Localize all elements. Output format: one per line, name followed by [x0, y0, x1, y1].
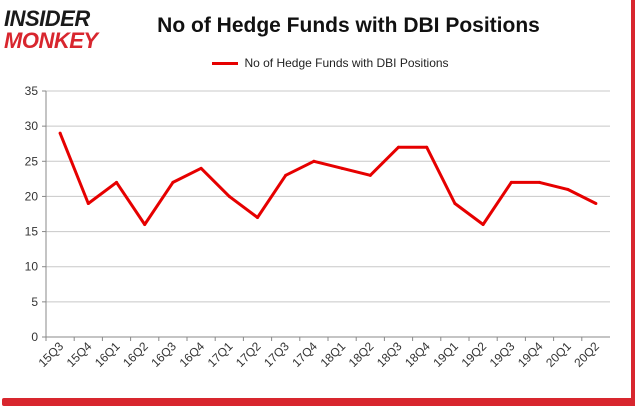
- y-tick-label: 10: [25, 260, 39, 274]
- data-point: [171, 180, 175, 184]
- x-tick-label: 18Q2: [346, 339, 377, 370]
- y-tick-label: 20: [25, 189, 39, 203]
- x-tick-label: 19Q2: [459, 339, 490, 370]
- x-tick-label: 16Q1: [92, 339, 123, 370]
- data-point: [115, 180, 118, 184]
- logo-line-2: MONKEY: [4, 28, 98, 53]
- y-tick-label: 5: [31, 295, 38, 309]
- x-tick-label: 16Q3: [148, 339, 179, 370]
- y-tick-label: 30: [25, 119, 39, 133]
- x-tick-label: 17Q3: [261, 339, 292, 370]
- frame-bottom-border: [2, 398, 635, 406]
- insider-monkey-logo: INSIDER MONKEY: [4, 6, 116, 53]
- x-tick-label: 16Q2: [120, 339, 151, 370]
- data-point: [397, 145, 400, 149]
- y-tick-label: 0: [31, 330, 38, 344]
- data-point: [453, 201, 457, 205]
- x-tick-label: 15Q3: [36, 339, 67, 370]
- logo-line-1: INSIDER: [4, 6, 90, 31]
- data-point: [509, 180, 513, 184]
- data-point: [86, 201, 90, 205]
- data-point: [284, 173, 288, 177]
- x-tick-label: 20Q1: [543, 339, 574, 370]
- x-tick-label: 20Q2: [571, 339, 602, 370]
- x-tick-label: 16Q4: [177, 339, 208, 370]
- x-tick-label: 17Q4: [289, 339, 320, 370]
- y-tick-label: 35: [25, 84, 39, 98]
- x-tick-label: 18Q3: [374, 339, 405, 370]
- frame-right-border: [631, 0, 635, 406]
- data-point: [368, 173, 372, 177]
- data-point: [312, 159, 316, 163]
- x-tick-label: 18Q1: [318, 339, 349, 370]
- data-point: [340, 166, 344, 170]
- x-tick-label: 19Q3: [487, 339, 518, 370]
- legend-swatch: [212, 61, 239, 65]
- data-point: [58, 131, 62, 135]
- data-point: [594, 201, 598, 205]
- legend-label: No of Hedge Funds with DBI Positions: [244, 56, 449, 70]
- data-point: [143, 223, 147, 227]
- chart-title: No of Hedge Funds with DBI Positions: [157, 14, 540, 37]
- data-point: [199, 166, 203, 170]
- data-point: [566, 187, 570, 191]
- y-tick-label: 15: [25, 225, 39, 239]
- x-tick-label: 19Q1: [430, 339, 461, 370]
- x-tick-label: 17Q1: [205, 339, 236, 370]
- series-line: [58, 132, 597, 226]
- y-tick-label: 25: [25, 154, 39, 168]
- x-tick-label: 15Q4: [64, 339, 95, 370]
- x-tick-label: 17Q2: [233, 339, 264, 370]
- data-point: [425, 145, 429, 149]
- x-tick-label: 19Q4: [515, 339, 546, 370]
- data-point: [256, 216, 259, 220]
- data-point: [227, 194, 231, 198]
- data-point: [538, 180, 541, 184]
- data-point: [481, 223, 485, 227]
- x-tick-label: 18Q4: [402, 339, 433, 370]
- chart-legend: No of Hedge Funds with DBI Positions: [0, 56, 637, 70]
